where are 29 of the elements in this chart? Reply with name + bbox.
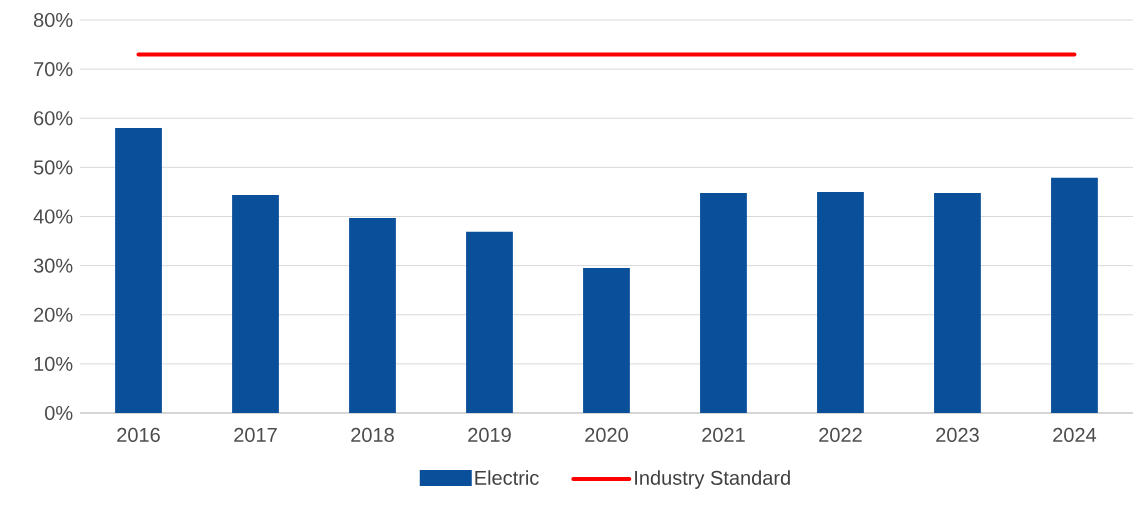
y-tick-label: 50%	[33, 160, 73, 175]
bar	[583, 268, 630, 413]
x-tick-label: 2022	[819, 427, 862, 443]
y-tick-label: 40%	[33, 209, 73, 224]
legend-label: Electric	[475, 470, 539, 485]
bar	[700, 192, 747, 413]
bar	[817, 191, 864, 413]
y-tick-label: 80%	[33, 12, 73, 28]
x-tick-label: 2019	[468, 427, 511, 443]
x-tick-label: 2020	[585, 427, 628, 443]
x-tick-label: 2016	[117, 427, 160, 443]
x-tick-label: 2021	[702, 427, 745, 443]
y-tick-label: 60%	[34, 111, 73, 126]
x-tick-label: 2023	[936, 427, 979, 443]
bar	[466, 231, 513, 413]
x-tick-label: 2017	[234, 427, 277, 443]
y-tick-label: 10%	[34, 356, 73, 371]
bar	[1051, 177, 1098, 413]
x-tick-label: 2018	[351, 427, 394, 443]
bar	[934, 192, 981, 413]
bar	[115, 128, 162, 413]
y-tick-label: 30%	[33, 258, 73, 273]
y-tick-label: 20%	[34, 307, 73, 322]
bar	[232, 194, 279, 413]
y-tick-label: 0%	[45, 405, 73, 421]
y-tick-label: 70%	[34, 62, 73, 77]
legend-label: Industry Standard	[635, 470, 790, 489]
x-tick-label: 2024	[1053, 427, 1097, 443]
bar	[349, 217, 396, 413]
